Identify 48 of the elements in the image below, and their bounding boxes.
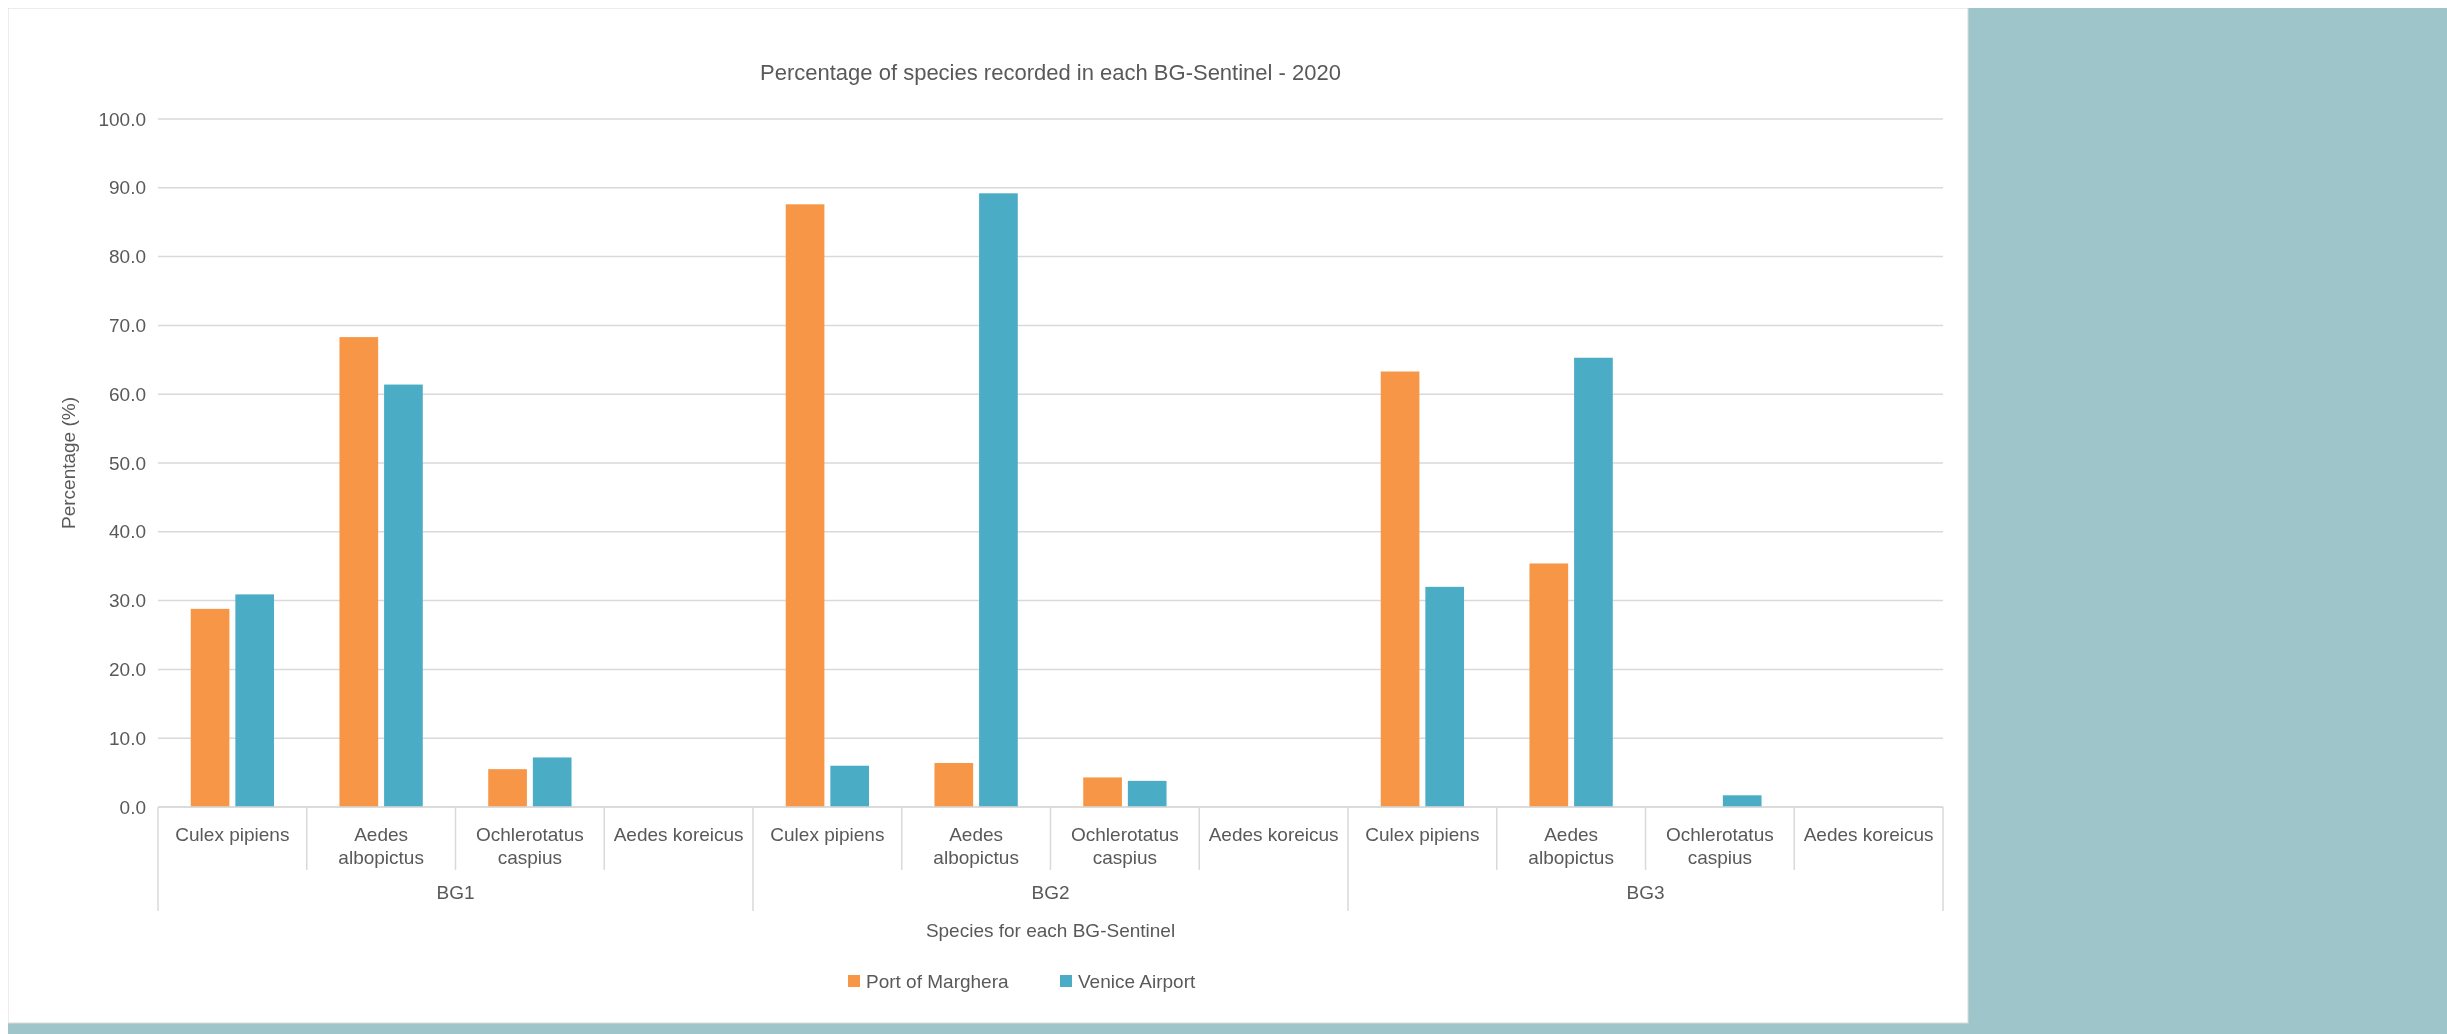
bar [785,204,825,807]
x-tick-label: Aedes albopictus [338,824,424,868]
bar [339,337,379,807]
bar [384,384,423,807]
x-tick-label: Aedes koreicus [613,824,744,845]
bar [532,757,572,807]
text: BG2 [1031,882,1070,903]
bar [830,765,870,807]
y-tick-label: 60.0 [109,383,146,405]
y-tick-label: 50.0 [109,452,146,474]
legend-label: Venice Airport [1078,970,1196,992]
bar [1380,371,1420,807]
y-tick-label: 0.0 [119,796,146,818]
bar [1722,795,1762,807]
x-tick-label: Aedes koreicus [1208,824,1339,845]
x-tick-label: Aedes koreicus [1803,824,1934,845]
x-tick-label: Culex pipiens [1365,824,1480,845]
x-tick-label: Aedes albopictus [1528,824,1614,868]
x-axis-title: Species for each BG-Sentinel [925,920,1176,941]
bar [1083,777,1122,807]
y-tick-label: 90.0 [109,177,146,199]
bar [1529,563,1569,807]
x-tick-label: Ochlerotatus caspius [1071,824,1179,868]
x-tick-label: Culex pipiens [175,824,290,845]
bar [190,608,230,807]
bar [1425,586,1465,807]
bar [979,193,1018,807]
y-tick-label: 80.0 [109,246,146,268]
y-tick-label: 20.0 [109,659,146,681]
text: BG1 [436,882,475,903]
y-tick-label: 40.0 [109,521,146,543]
x-tick-label: Ochlerotatus caspius [1666,824,1774,868]
bar [488,769,527,807]
bar [235,594,275,807]
y-tick-label: 30.0 [109,590,146,612]
y-axis-title: Percentage (%) [58,396,79,530]
legend-label: Port of Marghera [866,970,1009,992]
x-tick-label: Aedes albopictus [933,824,1019,868]
text: BG3 [1626,882,1665,903]
x-tick-label: Ochlerotatus caspius [476,824,584,868]
bar [934,762,974,807]
bar [1127,780,1167,807]
x-tick-label: Culex pipiens [770,824,885,845]
bar [1574,357,1613,807]
chart-title: Percentage of species recorded in each BG-Sentinel - 2020 [760,60,1341,85]
y-tick-label: 10.0 [109,727,146,749]
y-tick-label: 70.0 [109,315,146,337]
y-tick-label: 100.0 [98,108,146,130]
